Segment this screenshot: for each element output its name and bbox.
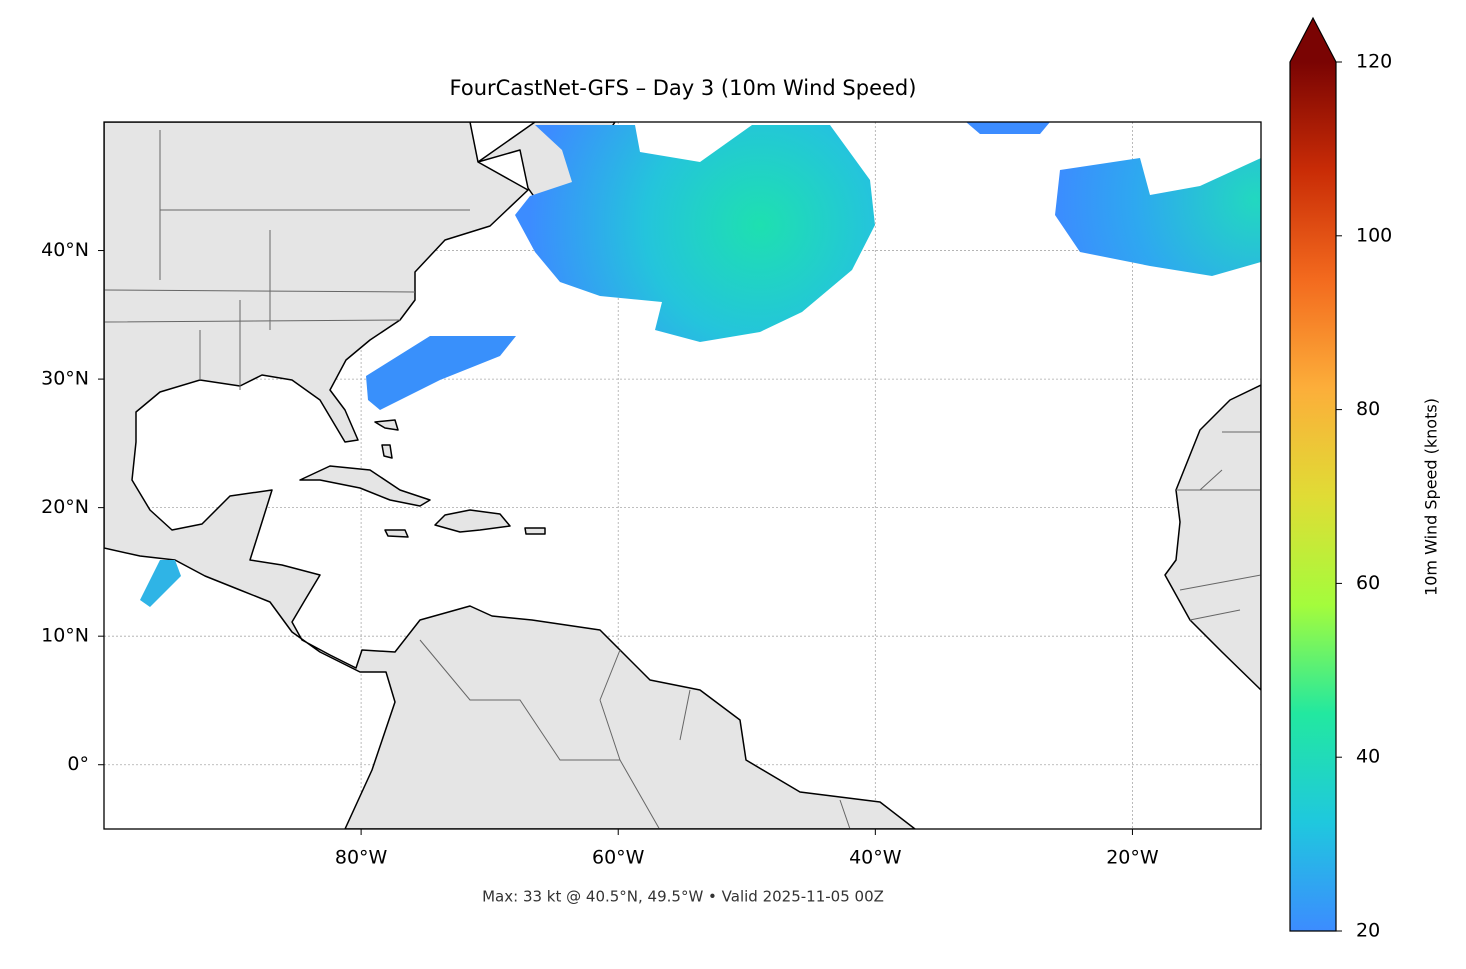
chart-title: FourCastNet-GFS – Day 3 (10m Wind Speed) xyxy=(450,76,917,100)
x-tick-label: 60°W xyxy=(592,847,645,869)
bahamas xyxy=(374,419,399,459)
y-tick-label: 0° xyxy=(67,753,89,775)
colorbar-frame xyxy=(1289,16,1337,932)
wind-region xyxy=(140,560,181,607)
wind-region xyxy=(515,125,875,342)
cuba xyxy=(299,465,431,507)
annotation: Max: 33 kt @ 40.5°N, 49.5°W • Valid 2025… xyxy=(482,888,884,906)
colorbar-label: 10m Wind Speed (knots) xyxy=(1422,398,1441,596)
africa-borders xyxy=(1176,431,1261,621)
y-tick-label: 30°N xyxy=(41,368,89,390)
jamaica xyxy=(384,529,409,538)
wind-region xyxy=(1055,158,1261,276)
colorbar-extend xyxy=(1290,18,1336,62)
puerto-rico xyxy=(524,527,546,535)
map-layer xyxy=(104,122,1261,829)
colorbar-tick-label: 80 xyxy=(1356,398,1380,420)
africa xyxy=(1164,384,1261,691)
wind-region xyxy=(366,336,516,410)
colorbar-tick-label: 60 xyxy=(1356,572,1380,594)
x-tick-label: 40°W xyxy=(849,847,902,869)
y-tick-label: 10°N xyxy=(41,625,89,647)
colorbar-tick-label: 100 xyxy=(1356,224,1392,246)
map-frame xyxy=(103,121,1262,830)
x-tick-label: 20°W xyxy=(1106,847,1159,869)
wind-region xyxy=(966,122,1050,134)
hispaniola xyxy=(434,509,511,533)
colorbar-tick-label: 40 xyxy=(1356,746,1380,768)
colorbar-tick-label: 20 xyxy=(1356,920,1380,942)
colorbar xyxy=(1290,62,1336,931)
borders xyxy=(104,130,851,829)
y-tick-label: 40°N xyxy=(41,239,89,261)
y-tick-label: 20°N xyxy=(41,496,89,518)
x-tick-label: 80°W xyxy=(335,847,388,869)
colorbar-tick-label: 120 xyxy=(1356,51,1392,73)
